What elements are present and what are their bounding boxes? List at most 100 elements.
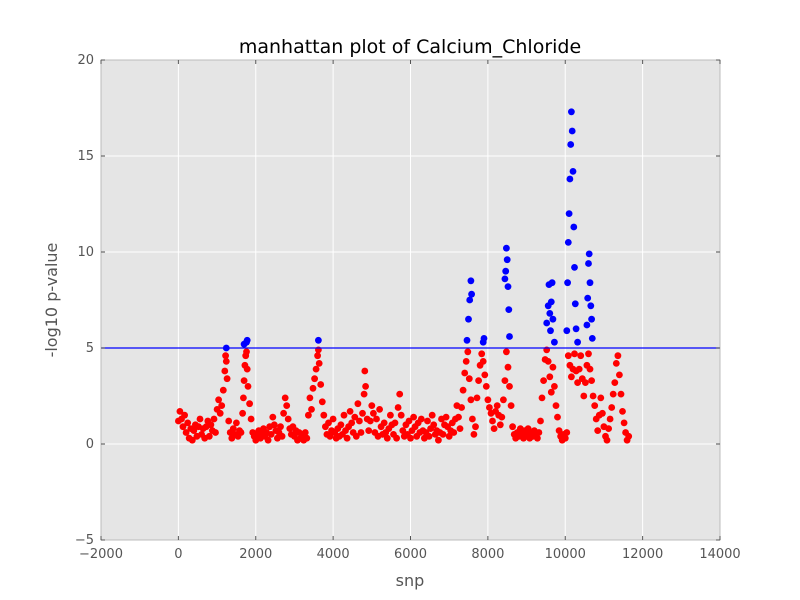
data-point [478,350,486,358]
data-point [424,417,431,425]
data-point [616,371,623,379]
data-point [229,425,237,432]
data-point [547,388,555,396]
data-point [365,427,373,434]
x-tick-label: 8000 [471,547,504,562]
data-point [534,434,541,442]
data-point [368,402,376,409]
data-point [551,383,558,390]
data-point [564,239,572,246]
data-point [182,429,190,436]
data-point [269,413,277,421]
data-point [467,277,475,285]
data-point [620,419,628,427]
data-point [380,419,388,427]
data-point [486,404,493,411]
y-tick-label: 0 [86,437,94,452]
y-tick-label: 5 [86,341,94,356]
data-point [493,402,501,409]
data-point [465,315,472,323]
data-point [309,384,317,392]
data-point [466,296,474,304]
data-point [442,413,450,421]
data-point [264,436,272,444]
data-point [597,394,605,402]
data-point [305,411,312,419]
data-point [394,404,402,411]
data-point [603,436,611,444]
data-point [582,379,589,386]
data-point [240,394,247,402]
data-point [283,402,291,409]
data-point [589,392,597,400]
data-point [464,348,472,356]
y-tick-label: 20 [77,53,94,68]
data-point [567,141,575,148]
data-point [571,264,578,271]
data-point [362,383,369,390]
data-point [428,411,436,419]
data-point [270,421,278,429]
data-point [455,413,462,421]
data-point [320,411,328,419]
data-point [190,427,198,434]
data-point [397,411,405,419]
data-point [212,429,219,436]
data-point [467,396,475,404]
data-point [233,419,240,427]
data-point [547,298,555,306]
data-point [306,394,314,402]
data-point [503,348,510,356]
data-point [472,423,479,431]
data-point [343,434,351,442]
data-point [612,360,620,367]
data-point [348,419,356,427]
data-point [184,419,192,427]
data-point [583,321,591,329]
data-point [318,398,326,406]
data-point [549,363,557,371]
data-point [588,315,595,323]
data-point [566,175,574,183]
data-point [399,427,407,434]
data-point [216,409,224,417]
data-point [564,279,571,287]
data-point [572,325,580,333]
data-point [278,432,286,440]
data-point [207,421,215,429]
data-point [611,379,619,386]
data-point [376,406,383,413]
data-point [609,390,617,398]
data-point [315,336,322,344]
data-point [501,377,509,384]
y-axis-title: -log10 p-value [42,243,61,358]
data-point [340,411,348,419]
data-point [502,267,510,275]
data-point [569,168,577,175]
data-point [225,417,233,425]
x-tick-label: 14000 [699,547,740,562]
data-point [586,365,594,373]
data-point [554,413,561,421]
data-point [205,432,213,440]
data-point [585,260,592,267]
data-point [498,413,506,421]
data-point [370,409,377,417]
data-point [537,417,544,425]
data-point [475,377,482,384]
data-point [425,432,433,440]
data-point [546,310,554,317]
data-point [588,335,596,342]
data-point [575,365,583,373]
data-point [284,415,292,423]
data-point [574,379,581,386]
data-point [484,396,492,404]
data-point [473,394,481,402]
data-point [326,432,334,440]
data-point [540,377,547,384]
data-point [239,409,247,417]
data-point [503,256,511,264]
data-point [548,279,556,287]
data-point [606,415,614,423]
